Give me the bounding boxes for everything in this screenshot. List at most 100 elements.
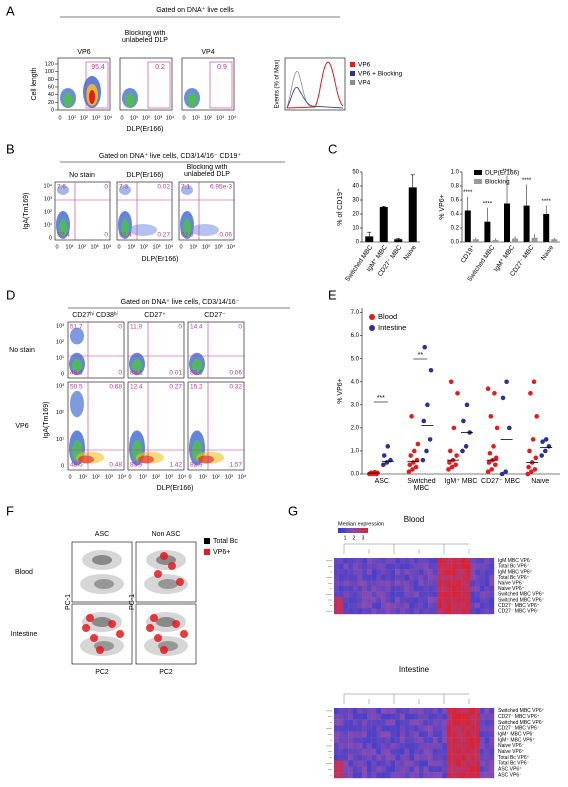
x-tick-label: 10¹ (190, 244, 198, 250)
vp6-cluster (172, 620, 180, 628)
heatmap-cell (399, 558, 405, 564)
gate-header: Gated on DNA⁺ live cells, CD3/14/16⁻ CD1… (99, 153, 242, 160)
frame (209, 61, 233, 109)
heatmap-cell (371, 597, 377, 603)
heatmap-cell (456, 602, 462, 609)
row-label: Switched MBC VP6⁻ (498, 720, 545, 726)
heatmap-cell (362, 580, 368, 587)
y-tick-label: 7.0 (351, 310, 360, 316)
quadrant-value: 85.9 (130, 462, 143, 469)
heatmap-cell (362, 586, 368, 592)
data-point (372, 469, 378, 475)
heatmap-cell (362, 772, 368, 779)
row-label: Naive VP6⁻ (498, 581, 525, 587)
heatmap-cell (334, 766, 339, 773)
heatmap-cell (395, 760, 401, 767)
heatmap-cell (484, 719, 490, 726)
heatmap-cell (409, 748, 415, 755)
heatmap-cell (423, 608, 429, 615)
data-point (428, 367, 434, 373)
heatmap-cell (409, 760, 415, 767)
heatmap-cell (343, 574, 349, 581)
density (183, 219, 191, 237)
heatmap-cell (489, 766, 495, 773)
frame (181, 57, 235, 111)
heatmap-cell (390, 766, 396, 773)
heatmap-cell (362, 766, 368, 773)
heatmap-cell (461, 708, 466, 715)
heatmap-cell (465, 569, 471, 575)
heatmap-cell (428, 586, 434, 592)
heatmap-cell (348, 708, 354, 715)
heatmap-cell (451, 558, 457, 564)
heatmap-cell (484, 569, 490, 575)
heatmap-cell (432, 608, 438, 615)
heatmap-cell (428, 772, 434, 779)
heatmap-cell (362, 608, 368, 615)
heatmap-cell (352, 743, 358, 750)
heatmap-cell (489, 708, 495, 715)
x-tick-label: 10² (202, 244, 210, 250)
heatmap-cell (352, 725, 358, 732)
heatmap-cell (479, 586, 485, 592)
y-axis-label: % VP6+ (439, 194, 446, 220)
heatmap-cell (470, 580, 476, 587)
heatmap-cell (484, 748, 490, 755)
heatmap-cell (484, 558, 490, 564)
density (198, 455, 214, 464)
row-label: Naive VP6⁺ (498, 749, 525, 755)
heatmap-cell (446, 719, 452, 726)
key-tick: 1 (344, 535, 347, 541)
x-axis-label: DLP(Er166) (142, 256, 179, 263)
heatmap-cell (362, 725, 368, 732)
y-tick-label: 3.0 (351, 402, 360, 408)
heatmap-cell (390, 719, 396, 726)
wrap-box: Naive (531, 478, 549, 485)
heatmap-cell (395, 766, 401, 773)
heatmap-cell (376, 591, 382, 598)
y-tick-label: 10⁴ (44, 182, 53, 189)
heatmap-cell (418, 737, 424, 744)
heatmap-cell (404, 591, 410, 598)
heatmap-cell (399, 586, 405, 592)
heatmap-cell (428, 708, 434, 715)
heatmap-cell (437, 719, 443, 726)
frame (187, 381, 245, 471)
heatmap-cell (446, 586, 452, 592)
heatmap-cell (489, 737, 495, 744)
heatmap-cell (371, 737, 377, 744)
legend-swatch (204, 549, 210, 555)
heatmap-cell (423, 580, 429, 587)
heatmap-cell (395, 608, 401, 615)
heatmap-cell (475, 760, 481, 767)
heatmap-cell (484, 772, 490, 779)
y-tick-label: 0 (61, 463, 64, 469)
heatmap-cell (357, 569, 363, 575)
heatmap-cell (362, 569, 368, 575)
data-point (421, 418, 427, 424)
y-tick-label: 20 (352, 212, 359, 218)
bar (379, 207, 388, 242)
panel-letter: D (6, 287, 15, 302)
x-tick-label: 10⁴ (228, 114, 237, 121)
x-tick-label: 0 (120, 115, 123, 121)
frame (119, 57, 173, 111)
heatmap-cell (470, 743, 476, 750)
heatmap-cell (461, 772, 466, 779)
heatmap-cell (385, 580, 391, 587)
quadrant-value: 92.8 (181, 232, 194, 239)
heatmap-cell (376, 569, 382, 575)
x-axis-label: DLP(Er166) (157, 485, 194, 492)
heatmap-cell (442, 591, 448, 598)
heatmap-cell (366, 760, 372, 767)
heatmap-cell (390, 713, 396, 720)
heatmap-cell (428, 580, 434, 587)
heatmap-cell (376, 766, 382, 773)
x-tick-label: 10¹ (130, 115, 138, 121)
quadrant-value: 0 (118, 324, 122, 331)
heatmap-cell (451, 772, 457, 779)
heatmap-cell (414, 760, 419, 767)
heatmap-cell (390, 743, 396, 750)
heatmap-cell (418, 725, 424, 732)
heatmap-cell (409, 597, 415, 603)
